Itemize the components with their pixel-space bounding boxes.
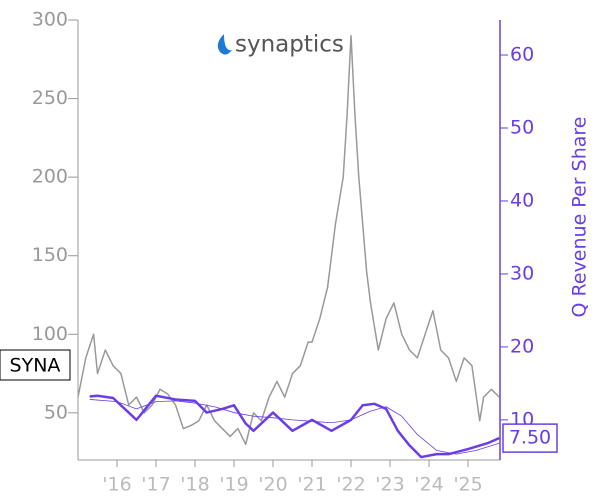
y-tick-label: 100 [32, 323, 68, 345]
x-tick-label: '25 [453, 474, 482, 496]
series-line [89, 394, 500, 459]
y2-tick-label: 40 [510, 189, 534, 211]
x-tick-label: '21 [297, 474, 326, 496]
y-tick-label: 200 [32, 166, 68, 188]
y-tick-label: 50 [44, 401, 68, 423]
series-line [89, 399, 500, 455]
x-tick-label: '23 [375, 474, 404, 496]
ticker-box [0, 349, 71, 381]
y-tick-label: 250 [32, 87, 68, 109]
y-tick-label: 150 [32, 244, 68, 266]
y2-tick-label: 50 [510, 116, 534, 138]
ticker-label: SYNA [10, 355, 61, 377]
y-tick-label: 300 [32, 9, 68, 31]
value-label-box [502, 423, 558, 453]
x-tick-label: '16 [102, 474, 131, 496]
logo: synaptics [217, 32, 344, 58]
x-tick-label: '18 [180, 474, 209, 496]
x-tick-label: '19 [219, 474, 248, 496]
y2-axis-label: Q Revenue Per Share [569, 117, 591, 318]
plot-area [78, 34, 500, 459]
logo-icon [217, 34, 232, 55]
y2-tick-label: 30 [510, 262, 534, 284]
x-tick-label: '17 [141, 474, 170, 496]
x-tick-label: '22 [336, 474, 365, 496]
y2-tick-label: 20 [510, 335, 534, 357]
series-line [78, 34, 500, 446]
y2-tick-label: 60 [510, 44, 534, 66]
x-tick-label: '24 [414, 474, 443, 496]
x-tick-label: '20 [258, 474, 287, 496]
logo-text: synaptics [235, 32, 344, 58]
value-label: 7.50 [509, 427, 551, 449]
